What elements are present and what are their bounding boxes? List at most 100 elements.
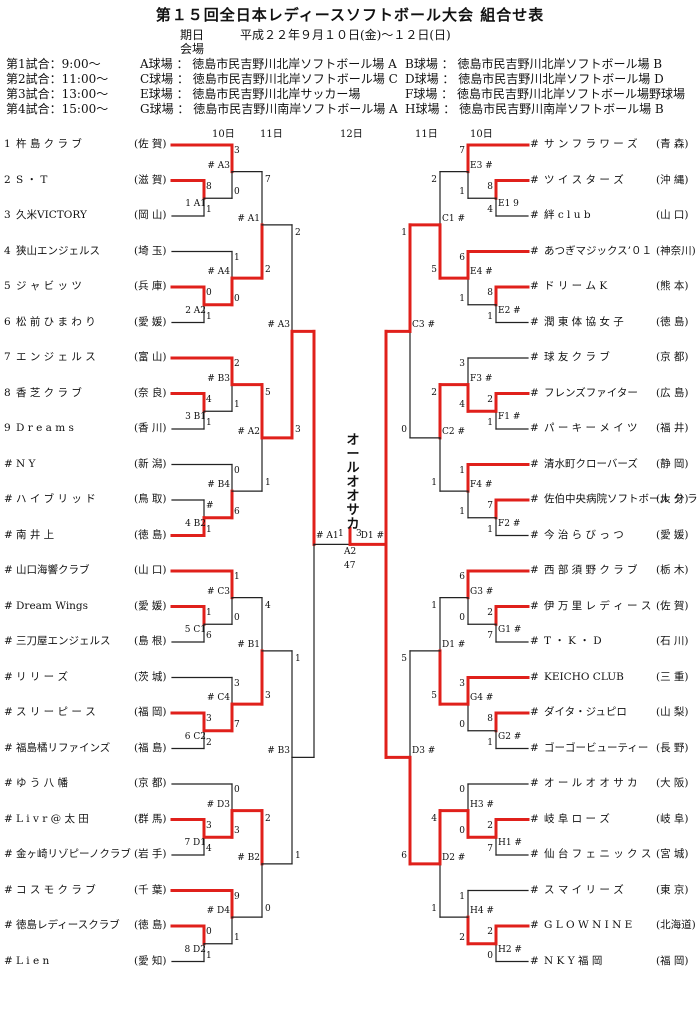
team-prefecture: (石 川): [656, 635, 689, 647]
team-number: #: [530, 812, 539, 825]
match-label: 1: [234, 400, 240, 411]
match-label: 4: [265, 600, 271, 611]
team-number: #: [4, 954, 13, 967]
match-label: 3: [459, 359, 465, 369]
team-number: #: [530, 777, 539, 789]
match-label: 7: [234, 719, 240, 730]
match-label: 4: [459, 400, 465, 411]
team-prefecture: (徳 島): [134, 919, 167, 931]
team-name: リ リ ー ズ: [16, 670, 69, 683]
team-number: #: [4, 528, 13, 541]
team-prefecture: (東 京): [656, 883, 689, 896]
match-label: 9: [234, 891, 240, 902]
team-number: #: [4, 848, 13, 860]
match-label: H1 #: [498, 838, 522, 849]
team-name: 山口海響クラブ: [16, 564, 90, 576]
team-prefecture: (鳥 取): [134, 493, 167, 505]
match-label: 5: [431, 691, 437, 702]
team-number: #: [530, 741, 539, 754]
schedule-field-left: C球場 ： 徳島市民吉野川北岸ソフトボール場 C: [140, 72, 398, 86]
team-number: #: [4, 635, 13, 647]
match-label: 2: [431, 387, 437, 398]
match-label: 1: [295, 850, 301, 861]
team-number: #: [530, 599, 539, 612]
match-label: 2: [295, 227, 301, 238]
day-label: 11日: [260, 129, 283, 140]
match-label: 3: [234, 678, 240, 689]
match-label: 8: [487, 181, 493, 192]
match-label: 4: [206, 394, 212, 405]
match-label: 5: [265, 387, 271, 398]
match-label: 0: [401, 424, 407, 435]
match-label: G4 #: [470, 693, 494, 704]
team-prefecture: (大 阪): [656, 777, 689, 789]
day-label: 10日: [212, 129, 235, 140]
team-prefecture: (香 川): [134, 422, 167, 434]
match-label: 3: [295, 424, 301, 435]
match-label: 0: [234, 785, 240, 795]
match-label: 5 C1: [184, 625, 206, 636]
match-label: 1: [206, 311, 212, 322]
team-prefecture: (山 口): [656, 209, 689, 221]
team-name: G L O W N I N E: [544, 919, 633, 931]
match-label: 1: [487, 311, 493, 322]
match-label: 7: [459, 146, 465, 156]
match-label: F1 #: [498, 412, 521, 423]
team-number: #: [530, 386, 539, 399]
team-number: #: [530, 422, 539, 434]
match-label: 5: [401, 653, 407, 664]
team-name: 三刀屋エンジェルス: [16, 635, 111, 647]
match-label: G2 #: [498, 731, 522, 742]
match-label: # A3: [207, 160, 230, 171]
match-label: # D3: [206, 799, 230, 810]
match-label: 1: [431, 600, 437, 611]
team-prefecture: (熊 本): [656, 280, 689, 292]
match-label: 3: [234, 826, 240, 837]
match-label: 6: [459, 252, 465, 263]
team-name: ゆ う 八 幡: [16, 777, 69, 789]
team-number: #: [530, 848, 539, 860]
match-label: 2: [459, 932, 465, 943]
match-label: 2: [431, 174, 437, 185]
team-name: サ ン フ ラ ワ ー ズ: [544, 138, 638, 150]
team-prefecture: (京 都): [656, 351, 689, 363]
team-name: 佐伯中央病院ソフトボール ク ラ ブ: [544, 493, 700, 505]
team-number: #: [4, 741, 13, 754]
match-label: 1: [206, 950, 212, 961]
schedule-field-left: G球場 ： 徳島市民吉野川南岸ソフトボール場 A: [140, 102, 398, 116]
period-label: 期日: [180, 28, 205, 42]
match-label: 0: [206, 927, 212, 937]
team-prefecture: (北海道): [656, 919, 696, 931]
match-label: # C3: [206, 586, 230, 597]
day-label: 10日: [470, 129, 493, 140]
team-name: ス リ ー ピ ー ス: [16, 706, 96, 718]
match-label: 1: [459, 293, 465, 304]
match-label: # B1: [237, 639, 260, 650]
team-name: 徳島レディースクラブ: [16, 919, 120, 931]
team-name: ツ イ ス タ ー ズ: [544, 173, 624, 186]
team-prefecture: (岡 山): [134, 209, 167, 221]
day-label: 11日: [415, 129, 438, 140]
match-label: 0: [459, 719, 465, 730]
match-label: 1 A1: [185, 199, 206, 210]
match-label: 6: [234, 506, 240, 517]
team-prefecture: (徳 島): [134, 528, 167, 541]
team-prefecture: (山 口): [134, 564, 167, 576]
match-label: 3: [206, 714, 212, 724]
team-prefecture: (沖 縄): [656, 173, 689, 186]
match-label: # B4: [207, 480, 230, 491]
match-label: 6: [401, 850, 407, 861]
team-number: 3: [4, 209, 11, 221]
match-label: # A4: [207, 267, 230, 278]
team-number: 5: [4, 280, 11, 292]
match-label: 2: [265, 265, 271, 276]
schedule-field-left: E球場 ： 徳島市民吉野川北岸サッカー場: [140, 87, 361, 101]
team-name: フレンズファイター: [544, 386, 638, 399]
team-prefecture: (奈 良): [134, 386, 167, 399]
team-name: 仙 台 フ ェ ニ ッ ク ス: [544, 848, 652, 860]
match-label: D3 #: [412, 746, 436, 757]
schedule-time: 第3試合：13:00～: [6, 87, 109, 101]
match-label: G1 #: [498, 625, 522, 636]
team-name: 久米VICTORY: [16, 209, 87, 221]
